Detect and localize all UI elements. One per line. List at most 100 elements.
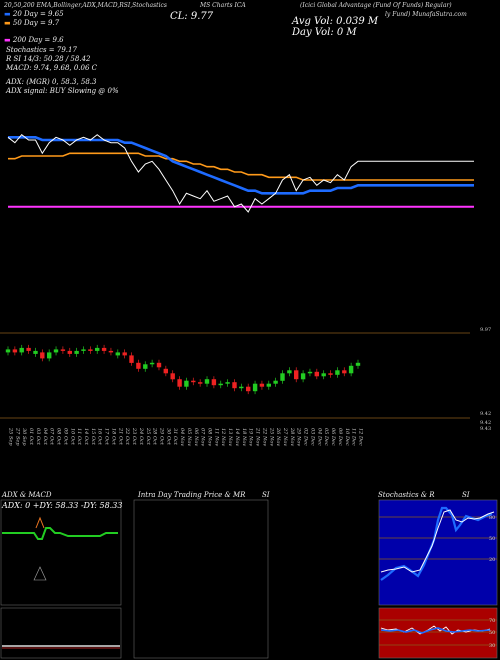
stoch-panel-title: Stochastics & R bbox=[378, 491, 435, 499]
ema20-legend: ▬ 20 Day = 9.65 bbox=[4, 10, 64, 18]
date-tick-label: 11 Nov bbox=[213, 428, 219, 446]
level-bottom-label-1: 9.42 bbox=[480, 411, 491, 417]
day-volume: Day Vol: 0 M bbox=[292, 27, 357, 38]
ema20-swatch-icon: ▬ bbox=[4, 10, 11, 18]
date-tick-label: 04 Oct bbox=[42, 428, 48, 446]
date-tick-label: 21 Oct bbox=[117, 427, 123, 446]
candle-body bbox=[88, 349, 93, 351]
date-tick-label: 10 Oct bbox=[69, 428, 75, 446]
date-tick-label: 25 Oct bbox=[145, 427, 151, 446]
date-axis: 25 Sep 27 Sep 30 Sep 01 Oct 03 Oct 04 Oct 07 O… bbox=[8, 427, 364, 446]
candle-body bbox=[122, 352, 127, 356]
rsi-tick-30: 30 bbox=[489, 643, 495, 649]
adx-warning-icon bbox=[33, 566, 47, 581]
stoch-tick-50: 50 bbox=[489, 536, 495, 542]
ema50-legend: ▬ 50 Day = 9.7 bbox=[4, 19, 59, 27]
date-tick-label: 07 Oct bbox=[49, 428, 55, 446]
candle-body bbox=[232, 382, 237, 389]
candle-body bbox=[60, 349, 66, 351]
ema200-legend: ▬ 200 Day = 9.6 bbox=[4, 36, 64, 44]
ema50-swatch-icon: ▬ bbox=[4, 19, 11, 27]
date-tick-label: 11 Oct bbox=[76, 428, 82, 446]
price-ema-chart bbox=[7, 134, 474, 213]
candle-body bbox=[170, 373, 175, 380]
symbol-label: MS Charts ICA bbox=[200, 2, 246, 9]
candle-body bbox=[177, 379, 182, 387]
candlestick-chart bbox=[5, 344, 361, 395]
date-tick-label: 12 Dec bbox=[358, 428, 364, 446]
rsi-tick-50: 50 bbox=[489, 630, 495, 636]
candle-body bbox=[149, 362, 155, 365]
candle-body bbox=[33, 350, 38, 354]
date-tick-label: 01 Oct bbox=[28, 428, 34, 446]
level-bottom-label-3: 9.43 bbox=[480, 426, 491, 432]
date-tick-label: 03 Dec bbox=[310, 428, 316, 446]
date-tick-label: 06 Nov bbox=[193, 428, 199, 446]
ema50-line bbox=[8, 152, 474, 181]
date-tick-label: 05 Nov bbox=[186, 428, 192, 446]
candle-body bbox=[143, 364, 148, 369]
candle-body bbox=[328, 373, 333, 375]
adx-line bbox=[2, 527, 118, 540]
candle-body bbox=[53, 349, 59, 353]
adx-marker bbox=[35, 516, 45, 529]
candle-body bbox=[81, 349, 86, 351]
ema20-line bbox=[8, 136, 474, 195]
intraday-panel-si: SI bbox=[262, 491, 270, 499]
ema20-text: 20 Day = 9.65 bbox=[12, 10, 64, 18]
candle-body bbox=[225, 382, 230, 384]
candle-body bbox=[321, 373, 326, 377]
adx-text: ADX: (MGR) 0, 58.3, 58.3 bbox=[6, 78, 97, 86]
candle-body bbox=[67, 350, 72, 354]
close-price: CL: 9.77 bbox=[170, 11, 214, 22]
candle-body bbox=[115, 352, 120, 356]
date-tick-label: 30 Sep bbox=[21, 428, 27, 446]
stoch-tick-80: 80 bbox=[489, 515, 495, 521]
adx-panel-box bbox=[0, 499, 122, 606]
candle-body bbox=[163, 368, 168, 374]
stoch-tick-20: 20 bbox=[489, 557, 495, 563]
ema200-swatch-icon: ▬ bbox=[4, 36, 11, 44]
main-chart: 25 Sep 27 Sep 30 Sep 01 Oct 03 Oct 04 Oct 07 O… bbox=[0, 134, 491, 446]
date-tick-label: 12 Nov bbox=[220, 428, 226, 446]
header-labels: 20,50,200 EMA,Bollinger,ADX,MACD,RSI,Sto… bbox=[4, 2, 167, 9]
candle-body bbox=[184, 380, 189, 387]
candle-body bbox=[156, 362, 162, 368]
date-tick-label: 27 Sep bbox=[14, 427, 20, 446]
rsi-tick-70: 70 bbox=[489, 618, 495, 624]
date-tick-label: 14 Nov bbox=[234, 428, 240, 446]
adx-signal-text: ADX signal: BUY Slowing @ 0% bbox=[6, 87, 119, 95]
date-tick-label: 26 Nov bbox=[275, 427, 281, 446]
stoch-d-line bbox=[380, 509, 495, 573]
stoch-k-line bbox=[380, 506, 493, 581]
candle-body bbox=[287, 370, 292, 374]
company-label-2: ly Fund) MunafaSutra.com bbox=[385, 11, 467, 18]
candle-body bbox=[5, 349, 11, 353]
candle-body bbox=[95, 347, 100, 351]
candle-body bbox=[266, 383, 271, 387]
avg-volume: Avg Vol: 0.039 M bbox=[292, 16, 379, 27]
company-label: (Icici Global Advantage (Fund Of Funds) … bbox=[300, 2, 452, 9]
candle-body bbox=[218, 383, 223, 386]
level-top-label: 9.97 bbox=[480, 327, 491, 333]
candle-body bbox=[12, 349, 18, 353]
candle-body bbox=[198, 382, 203, 384]
date-tick-label: 13 Nov bbox=[227, 428, 233, 446]
date-tick-label: 29 Oct bbox=[159, 427, 165, 446]
candle-body bbox=[314, 371, 319, 377]
candle-body bbox=[307, 371, 313, 374]
date-tick-label: 08 Oct bbox=[56, 428, 62, 446]
adx-readout: ADX: 0 +DY: 58.33 -DY: 58.33 bbox=[2, 501, 123, 510]
candle-body bbox=[26, 347, 31, 351]
intraday-panel-box bbox=[133, 499, 269, 659]
adx-panel-title: ADX & MACD bbox=[2, 491, 52, 499]
ema200-text: 200 Day = 9.6 bbox=[12, 36, 64, 44]
candle-body bbox=[204, 379, 210, 384]
date-tick-label: 07 Nov bbox=[200, 428, 206, 446]
date-tick-label: 15 Oct bbox=[90, 428, 96, 446]
candle-body bbox=[259, 383, 265, 387]
date-tick-label: 29 Nov bbox=[296, 427, 302, 446]
stoch-panel-box bbox=[378, 499, 498, 606]
candle-body bbox=[300, 373, 306, 380]
date-tick-label: 25 Nov bbox=[268, 427, 274, 446]
